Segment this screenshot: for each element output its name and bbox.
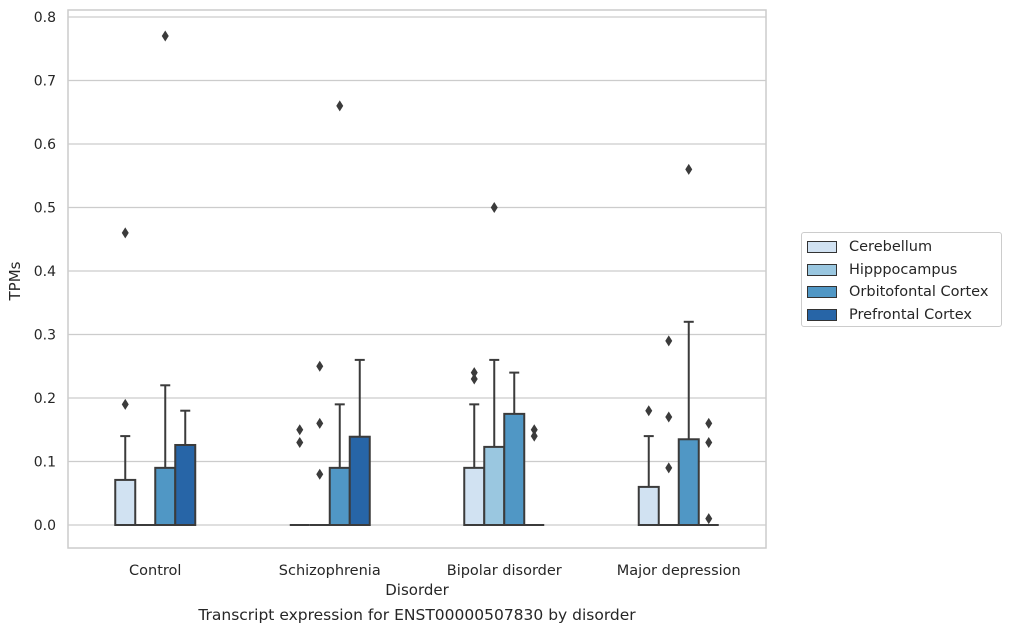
- x-axis-ticks: Control Schizophrenia Bipolar disorder Majo…: [129, 563, 741, 579]
- legend-swatch: [807, 286, 837, 299]
- outlier-point: [161, 30, 169, 42]
- legend-label: Cerebellum: [849, 239, 933, 256]
- outlier-point: [316, 417, 324, 429]
- outlier-point: [530, 430, 538, 442]
- legend-swatch: [807, 263, 837, 276]
- y-tick-label: 0.5: [34, 201, 56, 217]
- outlier-point: [665, 462, 673, 474]
- legend-swatch: [807, 241, 837, 254]
- outlier-point: [296, 424, 304, 436]
- outlier-point: [316, 468, 324, 480]
- outlier-point: [490, 202, 498, 213]
- legend-swatch: [807, 308, 837, 321]
- outlier-point: [296, 436, 304, 448]
- outlier-point: [705, 436, 713, 448]
- outlier-point: [336, 100, 344, 112]
- legend-label: Prefrontal Cortex: [849, 306, 972, 323]
- gridlines: [68, 16, 766, 526]
- legend-item: Orbitofontal Cortex: [807, 281, 1001, 304]
- box-rect: [328, 466, 351, 527]
- outlier-point: [665, 335, 673, 347]
- box-rect: [154, 466, 177, 527]
- outlier-point: [121, 227, 129, 239]
- legend-item: Hipppocampus: [807, 259, 1001, 282]
- outlier-point: [705, 513, 713, 525]
- legend-item: Prefrontal Cortex: [807, 304, 1001, 327]
- x-tick-label: Control: [129, 563, 181, 579]
- box-rect: [174, 443, 197, 526]
- box-rect: [503, 412, 526, 526]
- outlier-point: [705, 417, 713, 429]
- outlier-point: [316, 360, 324, 372]
- figure-caption: Transcript expression for ENST0000050783…: [198, 606, 636, 624]
- y-tick-label: 0.8: [34, 10, 56, 26]
- y-tick-label: 0.0: [34, 518, 56, 534]
- x-tick-label: Major depression: [617, 563, 741, 579]
- box-rect: [463, 466, 486, 527]
- outlier-point: [665, 411, 673, 423]
- y-tick-label: 0.7: [34, 74, 56, 90]
- y-tick-label: 0.3: [34, 328, 56, 344]
- x-tick-label: Bipolar disorder: [447, 563, 562, 579]
- y-tick-label: 0.4: [34, 264, 56, 280]
- legend-label: Hipppocampus: [849, 261, 958, 278]
- y-tick-label: 0.1: [34, 455, 56, 471]
- x-axis-label: Disorder: [385, 581, 449, 599]
- plot-frame: [67, 9, 767, 549]
- y-tick-label: 0.2: [34, 391, 56, 407]
- x-tick-label: Schizophrenia: [279, 563, 381, 579]
- legend-item: Cerebellum: [807, 236, 1001, 259]
- legend-label: Orbitofontal Cortex: [849, 284, 989, 301]
- outlier-point: [470, 373, 478, 385]
- y-tick-label: 0.6: [34, 137, 56, 153]
- box-rect: [114, 478, 137, 527]
- outlier-point: [121, 398, 129, 410]
- box-rect: [677, 438, 700, 526]
- outlier-point: [685, 163, 693, 175]
- box-rect: [348, 435, 371, 526]
- outlier-point: [470, 367, 478, 379]
- outlier-point: [645, 405, 653, 417]
- box-plot-marks: [114, 30, 719, 527]
- legend: Cerebellum Hipppocampus Orbitofontal Cor…: [801, 232, 1002, 327]
- y-axis-ticks: 0.0 0.1 0.2 0.3 0.4 0.5 0.6 0.7 0.8: [34, 10, 56, 534]
- box-rect: [637, 485, 660, 526]
- y-axis-label: TPMs: [6, 261, 24, 301]
- outlier-point: [530, 424, 538, 436]
- box-rect: [483, 445, 506, 526]
